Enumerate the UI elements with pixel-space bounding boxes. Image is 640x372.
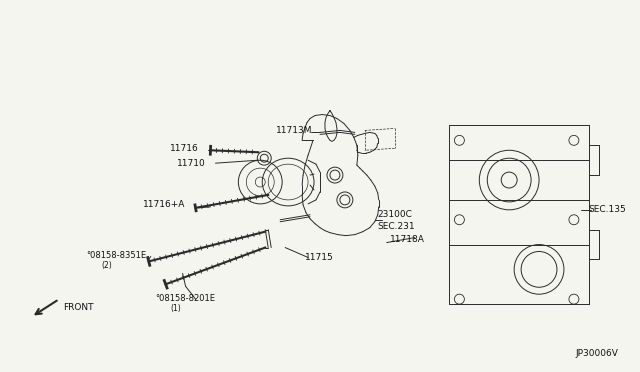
Text: 11715: 11715 [305, 253, 334, 262]
Text: SEC.231: SEC.231 [378, 222, 415, 231]
Text: (2): (2) [101, 261, 112, 270]
Text: 11710: 11710 [177, 159, 205, 168]
Text: 11718A: 11718A [390, 235, 424, 244]
Text: 23100C: 23100C [378, 210, 413, 219]
Text: 11713M: 11713M [276, 126, 313, 135]
Text: 11716: 11716 [170, 144, 198, 153]
Text: °08158-8351E: °08158-8351E [86, 251, 146, 260]
Text: 11716+A: 11716+A [143, 201, 186, 209]
Text: JP30006V: JP30006V [576, 349, 619, 358]
Text: (1): (1) [171, 304, 181, 312]
Text: °08158-8201E: °08158-8201E [156, 294, 216, 303]
Text: SEC.135: SEC.135 [589, 205, 627, 214]
Text: FRONT: FRONT [63, 302, 93, 312]
